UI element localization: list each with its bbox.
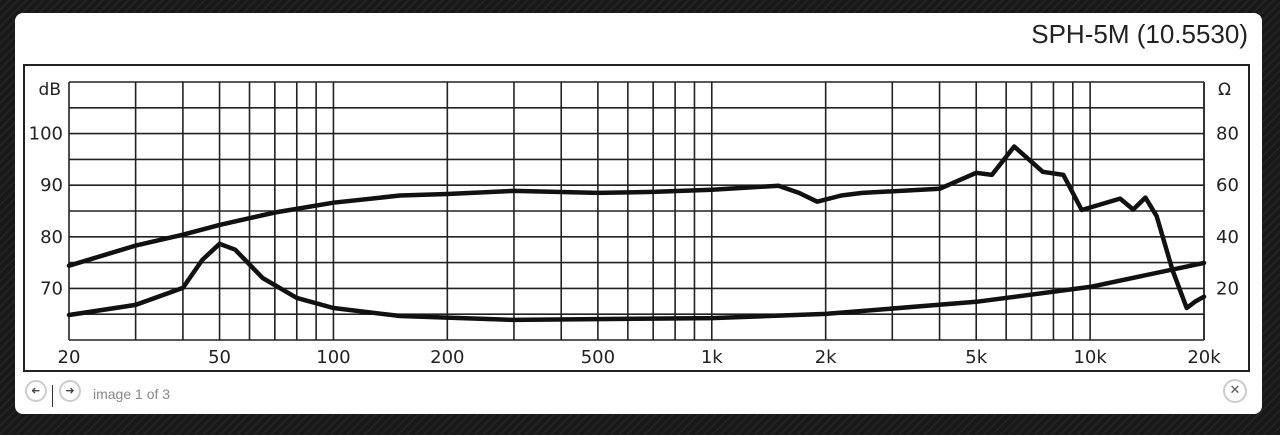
x-tick-label: 200: [430, 347, 464, 368]
y2-tick-label: 20: [1216, 278, 1239, 299]
x-tick-label: 20: [58, 347, 81, 368]
x-tick-label: 2k: [815, 347, 837, 368]
x-tick-label: 1k: [701, 347, 723, 368]
x-tick-label: 100: [316, 347, 350, 368]
y-tick-label: 80: [40, 227, 63, 248]
y2-tick-label: 40: [1216, 227, 1239, 248]
y-tick-label: 90: [40, 175, 63, 196]
impedance-curve: [66, 241, 1207, 323]
y2-axis-label: Ω: [1218, 80, 1231, 100]
lightbox-panel: SPH-5M (10.5530) 20 50 100 200 500 1k 2k 5k 10k 2…: [15, 13, 1262, 414]
x-tick-label: 500: [581, 347, 615, 368]
x-tick-label: 10k: [1073, 347, 1107, 368]
x-tick-label: 50: [208, 347, 231, 368]
divider: [52, 385, 53, 407]
image-title: SPH-5M (10.5530): [1031, 19, 1248, 49]
y2-tick-label: 80: [1216, 124, 1239, 145]
close-icon: ✕: [1229, 383, 1241, 398]
x-tick-label: 5k: [965, 347, 987, 368]
arrow-left-icon: ➜: [31, 384, 41, 397]
y-axis-label: dB: [39, 80, 61, 100]
frequency-response-chart: 20 50 100 200 500 1k 2k 5k 10k 20k 70 80 90 100 20 40 60…: [29, 80, 1239, 368]
x-tick-label: 20k: [1187, 347, 1221, 368]
close-button[interactable]: ✕: [1223, 379, 1247, 403]
next-button[interactable]: ➜: [59, 380, 81, 402]
spl-curve: [66, 144, 1207, 311]
arrow-right-icon: ➜: [65, 384, 75, 397]
prev-button[interactable]: ➜: [25, 380, 47, 402]
y-tick-label: 100: [29, 124, 63, 145]
image-counter: image 1 of 3: [93, 386, 171, 402]
chart-frame: [23, 64, 1250, 372]
y-tick-label: 70: [40, 278, 63, 299]
y2-tick-label: 60: [1216, 175, 1239, 196]
